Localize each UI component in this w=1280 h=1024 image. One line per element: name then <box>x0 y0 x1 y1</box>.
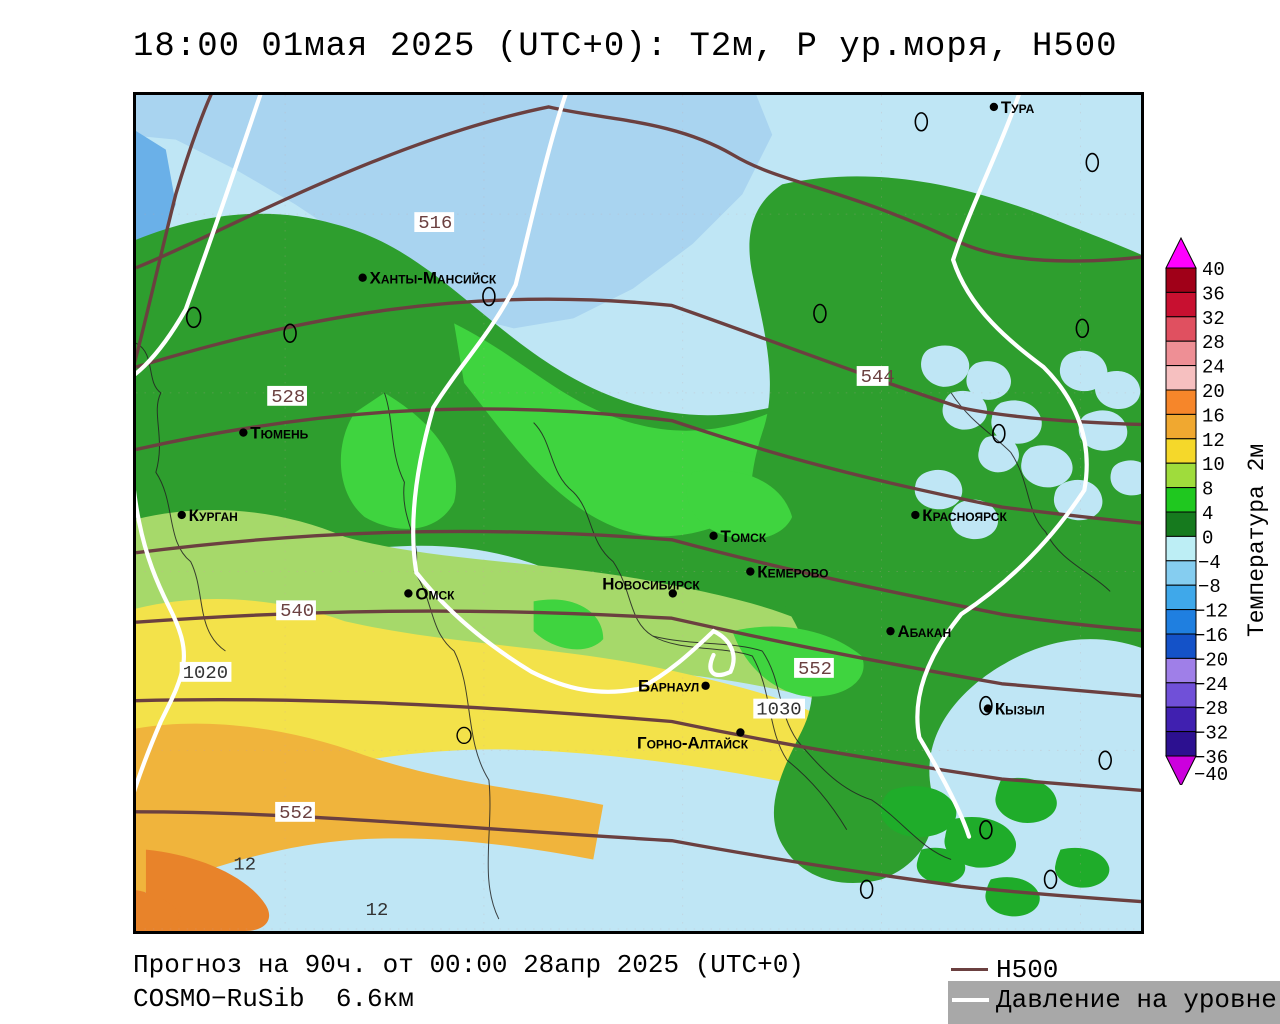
svg-text:28: 28 <box>1202 332 1225 354</box>
svg-text:12: 12 <box>233 853 256 875</box>
svg-text:12: 12 <box>1202 430 1225 452</box>
svg-text:552: 552 <box>798 658 832 680</box>
svg-text:−32: −32 <box>1194 723 1228 745</box>
svg-text:552: 552 <box>279 802 313 824</box>
svg-text:32: 32 <box>1202 308 1225 330</box>
svg-text:540: 540 <box>280 600 314 622</box>
svg-text:12: 12 <box>366 899 389 921</box>
svg-text:20: 20 <box>1202 381 1225 403</box>
svg-text:36: 36 <box>1202 283 1225 305</box>
svg-text:Омск: Омск <box>415 584 455 603</box>
svg-text:24: 24 <box>1202 357 1225 379</box>
svg-text:4: 4 <box>1202 503 1213 525</box>
svg-text:1030: 1030 <box>756 699 801 721</box>
svg-text:528: 528 <box>271 386 305 408</box>
svg-text:−16: −16 <box>1194 625 1228 647</box>
svg-text:Кемерово: Кемерово <box>757 563 828 582</box>
svg-text:Абакан: Абакан <box>897 622 951 641</box>
svg-text:Томск: Томск <box>721 527 767 546</box>
svg-text:16: 16 <box>1202 405 1225 427</box>
svg-text:0: 0 <box>1202 527 1213 549</box>
svg-text:Барнаул: Барнаул <box>638 677 699 696</box>
svg-text:8: 8 <box>1202 479 1213 501</box>
svg-text:516: 516 <box>418 212 452 234</box>
svg-text:Новосибирск: Новосибирск <box>602 574 700 593</box>
svg-text:Красноярск: Красноярск <box>922 506 1007 525</box>
svg-text:−40: −40 <box>1194 764 1228 785</box>
svg-text:−4: −4 <box>1198 552 1221 574</box>
svg-text:10: 10 <box>1202 454 1225 476</box>
svg-text:Тура: Тура <box>1001 98 1035 117</box>
svg-text:−24: −24 <box>1194 674 1228 696</box>
svg-text:Курган: Курган <box>189 506 238 525</box>
svg-text:−8: −8 <box>1198 576 1221 598</box>
svg-text:544: 544 <box>861 366 895 388</box>
svg-text:−28: −28 <box>1194 698 1228 720</box>
svg-text:Горно-Алтайск: Горно-Алтайск <box>637 733 749 752</box>
svg-text:40: 40 <box>1202 259 1225 281</box>
svg-text:Тюмень: Тюмень <box>250 424 308 443</box>
svg-text:−20: −20 <box>1194 649 1228 671</box>
svg-text:1020: 1020 <box>183 662 228 684</box>
svg-text:Ханты-Мансийск: Ханты-Мансийск <box>370 269 497 288</box>
svg-text:Кызыл: Кызыл <box>995 700 1045 719</box>
svg-text:−12: −12 <box>1194 601 1228 623</box>
